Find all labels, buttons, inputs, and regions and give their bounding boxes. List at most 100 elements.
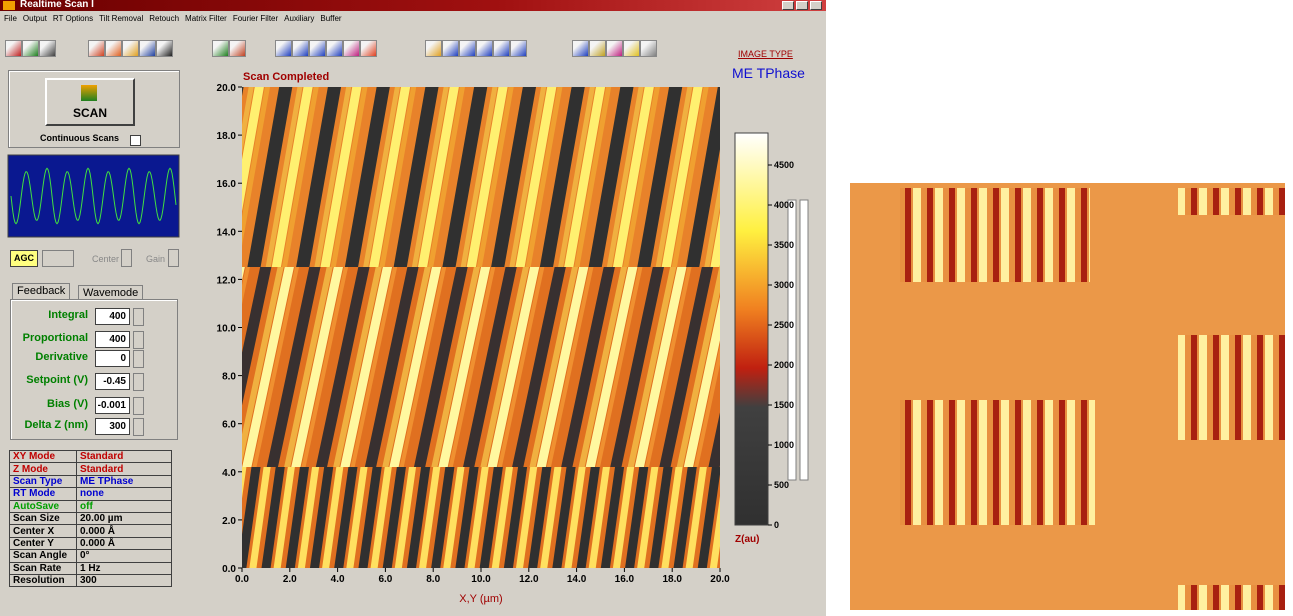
toolbar-icon[interactable] — [229, 40, 246, 57]
param-label: Derivative — [35, 351, 88, 363]
param-input[interactable]: -0.45 — [95, 373, 130, 390]
chart-title: Scan Completed — [243, 71, 329, 83]
continuous-checkbox[interactable] — [130, 135, 141, 146]
window-title: Realtime Scan I — [20, 0, 94, 10]
stripe-group — [900, 188, 1090, 282]
toolbar-icon[interactable] — [105, 40, 122, 57]
toolbar-icon[interactable] — [510, 40, 527, 57]
param-spinner[interactable] — [133, 331, 144, 349]
scan-icon — [81, 85, 97, 101]
param-input[interactable]: 0 — [95, 350, 130, 367]
maximize-button[interactable] — [796, 1, 808, 10]
title-bar: Realtime Scan I — [0, 0, 826, 11]
menu-item[interactable]: Buffer — [320, 14, 342, 23]
param-input[interactable]: 400 — [95, 308, 130, 325]
status-value: 0.000 Å — [76, 536, 172, 551]
param-label: Setpoint (V) — [26, 374, 88, 386]
status-value: 0.000 Å — [76, 524, 172, 538]
param-spinner[interactable] — [133, 308, 144, 326]
toolbar-icon[interactable] — [139, 40, 156, 57]
toolbar-icon[interactable] — [326, 40, 343, 57]
scope-toggle[interactable] — [42, 250, 74, 267]
scan-band — [242, 467, 720, 568]
toolbar-icon[interactable] — [309, 40, 326, 57]
menu-item[interactable]: File — [4, 14, 17, 23]
colorbar-tick-label: 4000 — [774, 200, 794, 210]
minimize-button[interactable] — [782, 1, 794, 10]
status-row: XY Mode Standard — [9, 449, 172, 464]
slider[interactable] — [799, 199, 809, 481]
colorbar-label: Z(au) — [735, 534, 759, 545]
x-tick-label: 20.0 — [710, 574, 730, 585]
toolbar-icon[interactable] — [343, 40, 360, 57]
menu-item[interactable]: Fourier Filter — [232, 14, 279, 23]
toolbar-icon[interactable] — [493, 40, 510, 57]
toolbar-icon[interactable] — [442, 40, 459, 57]
status-row: Resolution 300 — [9, 573, 172, 588]
toolbar-icon[interactable] — [623, 40, 640, 57]
menu-item[interactable]: RT Options — [52, 14, 94, 23]
x-tick-label: 12.0 — [519, 574, 539, 585]
param-label: Delta Z (nm) — [24, 419, 88, 431]
menu-item[interactable]: Tilt Removal — [99, 14, 144, 23]
toolbar-icon[interactable] — [5, 40, 22, 57]
toolbar-icon[interactable] — [212, 40, 229, 57]
status-row: Center Y 0.000 Å — [9, 536, 172, 551]
menu-item[interactable]: Retouch — [149, 14, 180, 23]
y-tick-label: 16.0 — [217, 179, 237, 190]
param-label: Integral — [48, 309, 88, 321]
param-input[interactable]: 400 — [95, 331, 130, 348]
stripe-group — [1178, 585, 1285, 610]
center-spinner[interactable] — [121, 249, 132, 267]
scan-button[interactable]: SCAN — [45, 78, 135, 126]
toolbar-icon[interactable] — [275, 40, 292, 57]
x-tick-label: 16.0 — [615, 574, 635, 585]
agc-button[interactable]: AGC — [10, 250, 38, 267]
colorbar-tick-label: 3000 — [774, 280, 794, 290]
y-tick-label: 8.0 — [222, 372, 236, 383]
status-row: Center X 0.000 Å — [9, 524, 172, 538]
status-key: AutoSave — [9, 499, 77, 513]
toolbar-icon[interactable] — [425, 40, 442, 57]
slider[interactable] — [787, 199, 797, 481]
toolbar-icon[interactable] — [572, 40, 589, 57]
app-icon — [3, 1, 15, 10]
toolbar-icon[interactable] — [360, 40, 377, 57]
param-input[interactable]: 300 — [95, 418, 130, 435]
toolbar-icon[interactable] — [156, 40, 173, 57]
gain-spinner[interactable] — [168, 249, 179, 267]
toolbar-icon[interactable] — [589, 40, 606, 57]
status-key: Scan Rate — [9, 561, 77, 575]
param-input[interactable]: -0.001 — [95, 397, 130, 414]
status-value: ME TPhase — [76, 474, 172, 489]
toolbar-icon[interactable] — [292, 40, 309, 57]
param-spinner[interactable] — [133, 373, 144, 391]
toolbar-icon[interactable] — [459, 40, 476, 57]
x-tick-label: 8.0 — [426, 574, 440, 585]
toolbar-icon[interactable] — [88, 40, 105, 57]
toolbar-icon[interactable] — [640, 40, 657, 57]
menu-item[interactable]: Matrix Filter — [185, 14, 227, 23]
close-button[interactable] — [810, 1, 822, 10]
status-key: Resolution — [9, 573, 77, 588]
y-tick-label: 12.0 — [217, 275, 237, 286]
param-spinner[interactable] — [133, 397, 144, 415]
image-type-label: IMAGE TYPE — [738, 49, 793, 59]
toolbar-icon[interactable] — [22, 40, 39, 57]
param-spinner[interactable] — [133, 350, 144, 368]
wavemode-tab[interactable]: Wavemode — [78, 285, 144, 300]
colorbar-tick-label: 1000 — [774, 440, 794, 450]
colorbar-tick-label: 4500 — [774, 160, 794, 170]
colorbar-tick-label: 0 — [774, 520, 779, 530]
gain-label: Gain — [146, 254, 166, 264]
feedback-tab[interactable]: Feedback — [12, 283, 71, 300]
toolbar-icon[interactable] — [476, 40, 493, 57]
toolbar-icon[interactable] — [39, 40, 56, 57]
status-value: 20.00 µm — [76, 511, 172, 526]
param-spinner[interactable] — [133, 418, 144, 436]
menu-item[interactable]: Output — [22, 14, 47, 23]
menu-item[interactable]: Auxiliary — [284, 14, 315, 23]
toolbar-icon[interactable] — [122, 40, 139, 57]
toolbar-icon[interactable] — [606, 40, 623, 57]
